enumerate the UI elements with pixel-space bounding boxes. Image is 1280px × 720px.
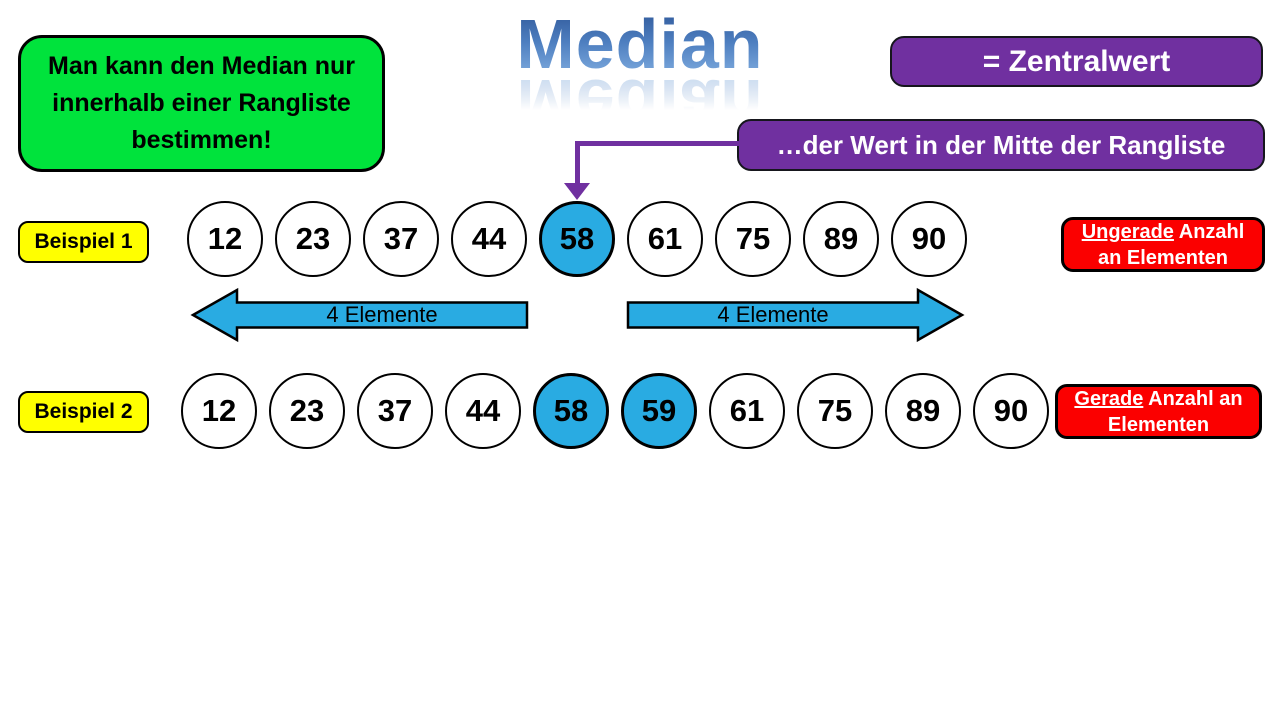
number-circle-37: 37 <box>363 201 439 277</box>
example2-number-row: 12 23 37 44 58 59 61 75 89 90 <box>181 373 1049 449</box>
odd-count-badge: Ungerade Anzahl an Elementen <box>1061 217 1265 272</box>
number-circle-61: 61 <box>709 373 785 449</box>
odd-count-underlined-word: Ungerade <box>1081 220 1174 243</box>
number-circle-12: 12 <box>181 373 257 449</box>
number-circle-23: 23 <box>269 373 345 449</box>
connector-arrowhead-down-icon <box>564 183 590 200</box>
example2-label: Beispiel 2 <box>34 400 133 423</box>
odd-count-badge-text: Ungerade Anzahl an Elementen <box>1070 219 1256 271</box>
zentralwert-text: = Zentralwert <box>982 44 1171 78</box>
example1-badge: Beispiel 1 <box>18 221 149 263</box>
number-circle-90: 90 <box>973 373 1049 449</box>
example1-number-row: 12 23 37 44 58 61 75 89 90 <box>187 201 967 277</box>
note-box-text: Man kann den Median nur innerhalb einer … <box>48 52 355 154</box>
number-circle-23: 23 <box>275 201 351 277</box>
example1-label: Beispiel 1 <box>34 230 133 253</box>
even-count-underlined-word: Gerade <box>1074 387 1144 410</box>
number-circle-75: 75 <box>797 373 873 449</box>
arrow-left-icon <box>190 287 529 343</box>
odd-count-rest: Anzahl an Elementen <box>1097 220 1245 269</box>
number-circle-89: 89 <box>885 373 961 449</box>
left-arrow-label: 4 Elemente <box>326 302 438 327</box>
number-circle-37: 37 <box>357 373 433 449</box>
number-circle-12: 12 <box>187 201 263 277</box>
connector-vertical-line <box>575 141 580 185</box>
number-circle-90: 90 <box>891 201 967 277</box>
even-count-rest: Anzahl an Elementen <box>1107 387 1243 436</box>
number-circle-58: 58 <box>533 373 609 449</box>
definition-text: …der Wert in der Mitte der Rangliste <box>776 129 1226 160</box>
zentralwert-box: = Zentralwert <box>890 36 1263 87</box>
right-elements-arrow: 4 Elemente <box>625 287 965 343</box>
right-arrow-label: 4 Elemente <box>717 302 829 327</box>
number-circle-75: 75 <box>715 201 791 277</box>
even-count-badge: Gerade Anzahl an Elementen <box>1055 384 1262 439</box>
number-circle-89: 89 <box>803 201 879 277</box>
note-box: Man kann den Median nur innerhalb einer … <box>18 35 385 172</box>
number-circle-61: 61 <box>627 201 703 277</box>
example2-badge: Beispiel 2 <box>18 391 149 433</box>
number-circle-44: 44 <box>445 373 521 449</box>
number-circle-44: 44 <box>451 201 527 277</box>
even-count-badge-text: Gerade Anzahl an Elementen <box>1064 386 1253 438</box>
number-circle-59: 59 <box>621 373 697 449</box>
number-circle-58: 58 <box>539 201 615 277</box>
connector-horizontal-line <box>575 141 739 146</box>
definition-box: …der Wert in der Mitte der Rangliste <box>737 119 1265 171</box>
arrow-right-icon <box>626 287 965 343</box>
left-elements-arrow: 4 Elemente <box>190 287 530 343</box>
